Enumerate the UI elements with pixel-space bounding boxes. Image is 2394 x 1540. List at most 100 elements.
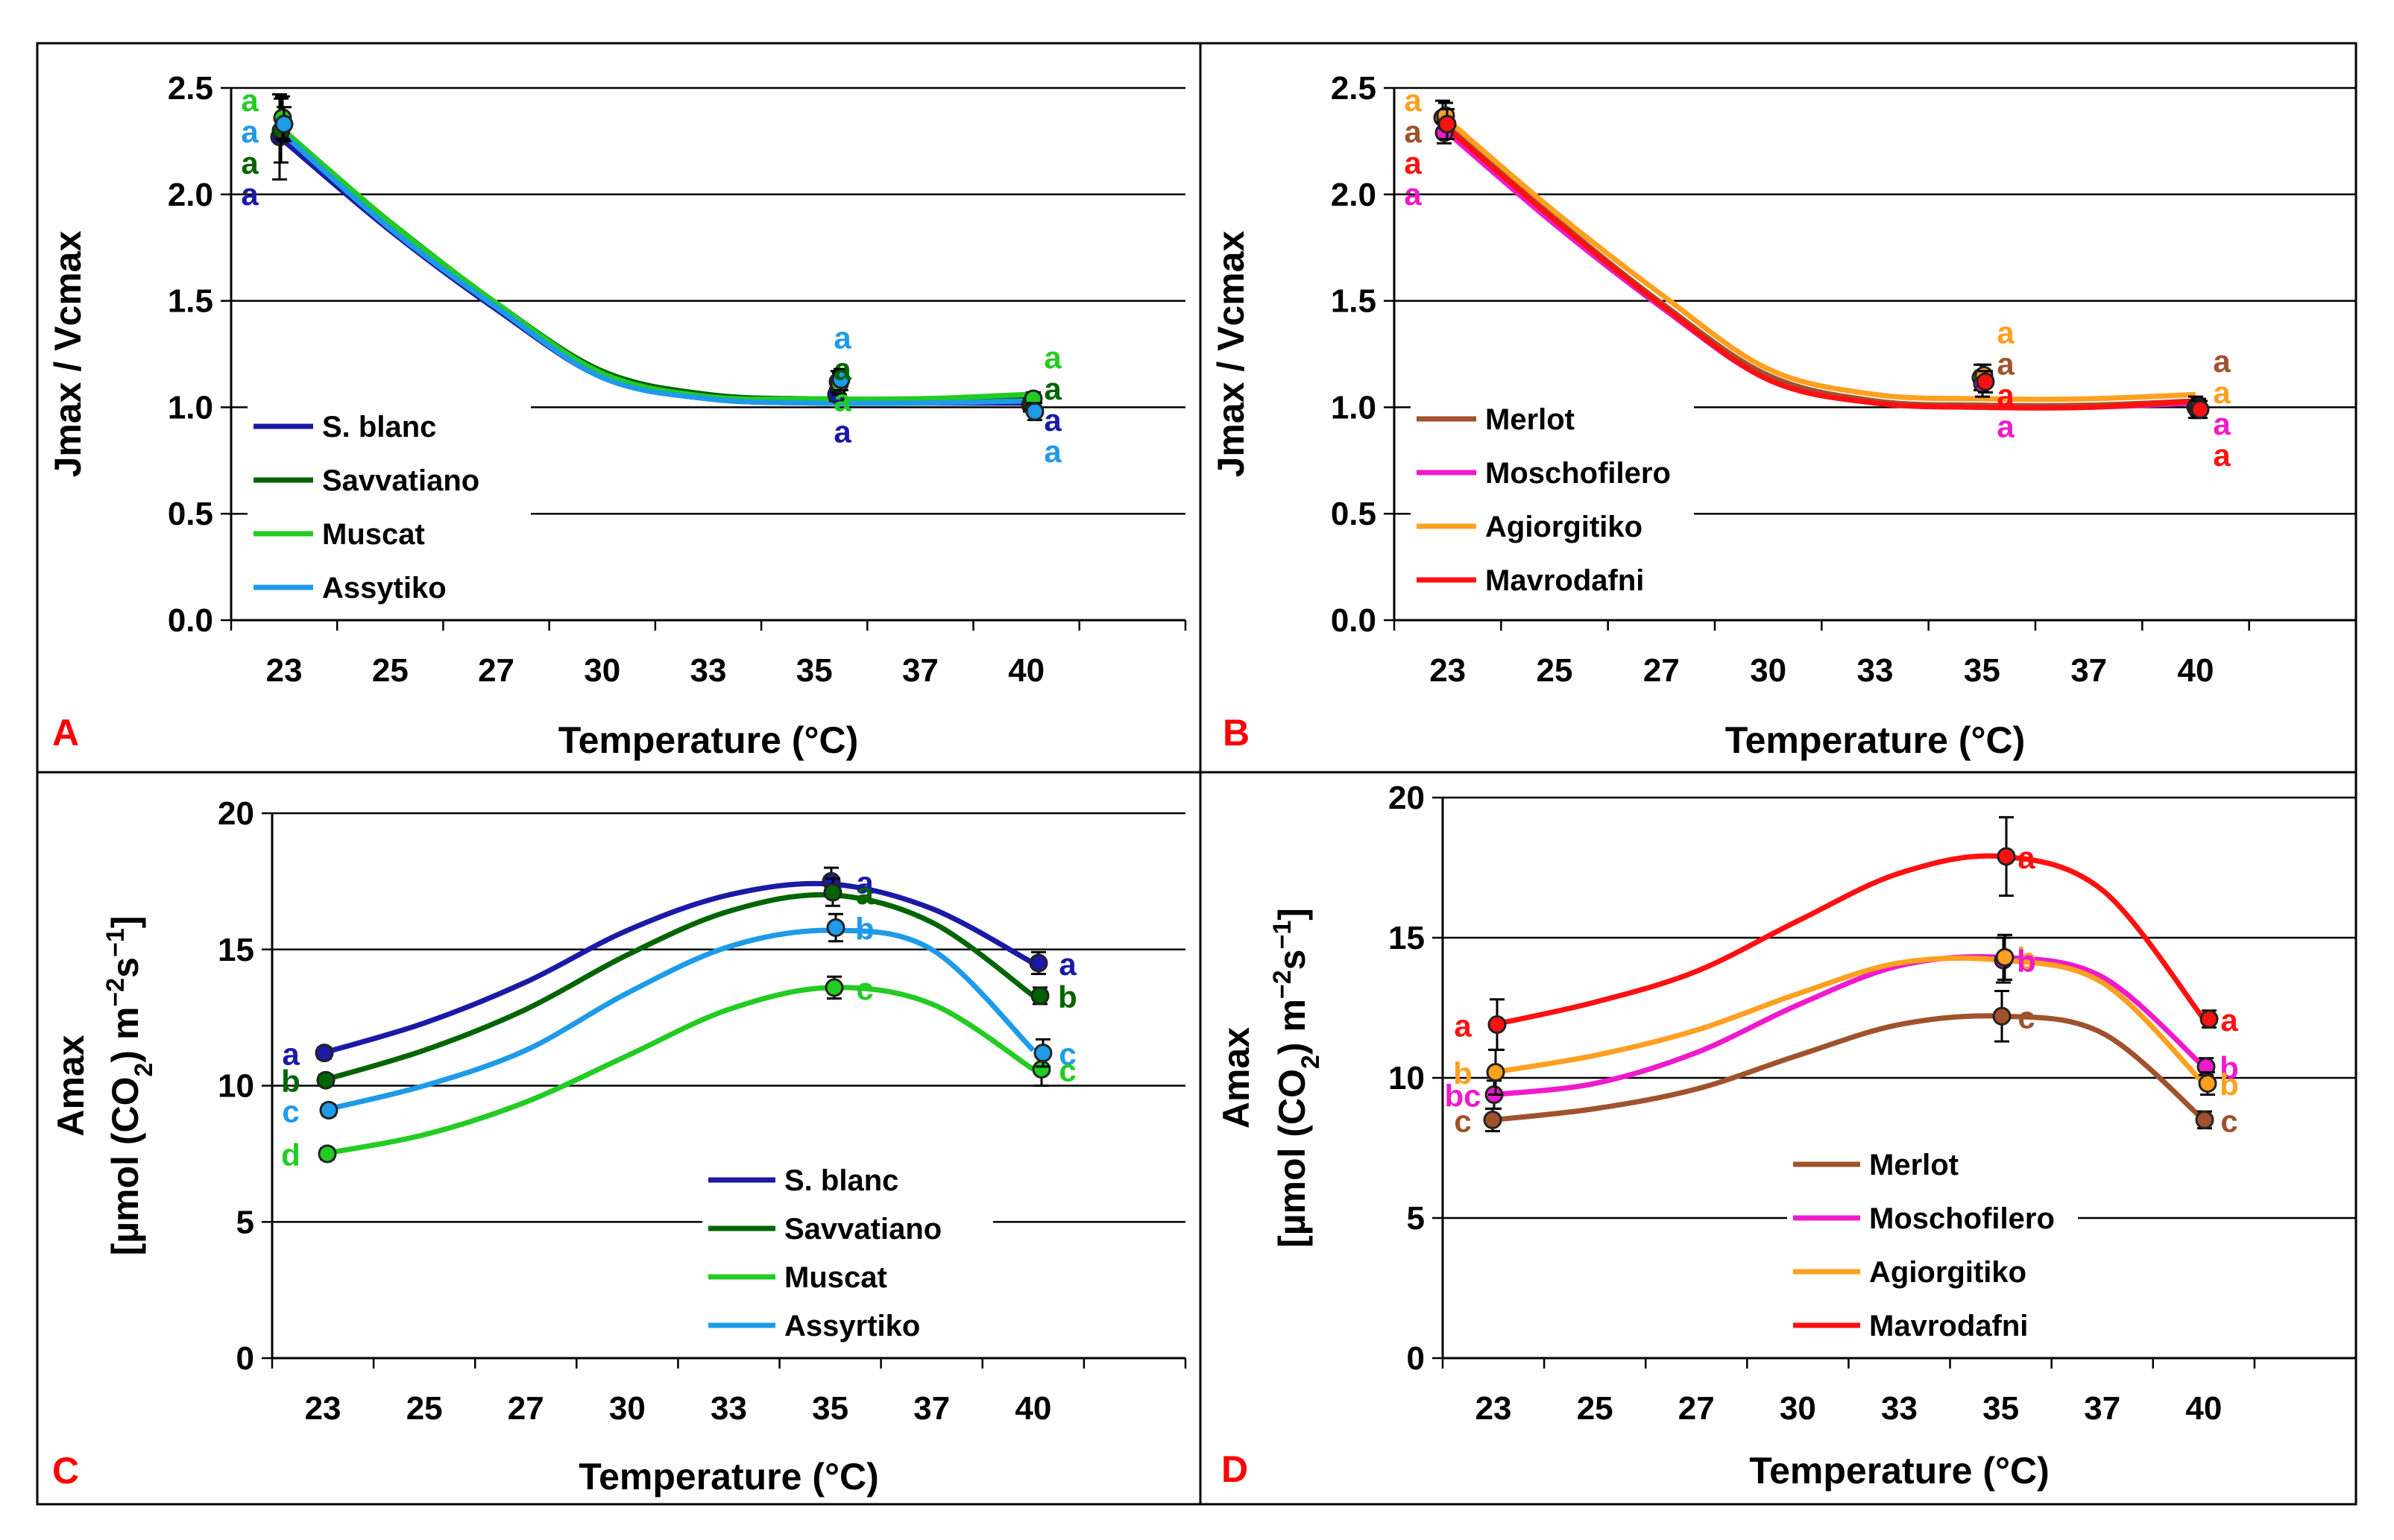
significance-letter: a xyxy=(1454,1009,1472,1044)
x-tick-label: 33 xyxy=(1881,1390,1918,1427)
legend-label: Agiorgitiko xyxy=(1485,511,1642,543)
significance-letter: a xyxy=(1404,145,1422,180)
series-line xyxy=(282,139,1027,406)
series-line xyxy=(322,927,1036,1113)
x-tick-label: 35 xyxy=(796,652,833,689)
y-axis-title: Jmax / Vcmax xyxy=(1210,230,1252,477)
data-point xyxy=(2190,400,2210,419)
legend-label: Moschofilero xyxy=(1485,457,1671,490)
significance-letter: c xyxy=(856,971,873,1006)
y-tick-label: 0.5 xyxy=(1331,496,1376,532)
y-axis-units-part: −2 xyxy=(101,978,130,1007)
significance-letter: b xyxy=(1453,1055,1472,1091)
y-axis-title: Amax xyxy=(1215,1027,1257,1129)
legend-label: Muscat xyxy=(784,1261,887,1294)
y-tick-label: 20 xyxy=(218,795,254,832)
x-tick-label: 33 xyxy=(711,1390,747,1427)
legend: Merlot Moschofilero Agiorgitiko Mavrodafni xyxy=(1787,1142,2078,1346)
data-point xyxy=(1992,1006,2012,1026)
series-line xyxy=(282,128,1027,403)
x-axis-title: Temperature (°C) xyxy=(1725,719,2025,761)
legend-label: S. blanc xyxy=(322,411,436,444)
y-axis-units-part: ) m xyxy=(104,1007,146,1063)
data-point xyxy=(1486,1062,1505,1082)
significance-letter: a xyxy=(856,865,874,900)
y-axis-units-part: 2 xyxy=(1297,1055,1325,1069)
x-tick-label: 23 xyxy=(305,1390,341,1427)
y-tick-label: 1.0 xyxy=(1331,389,1376,426)
y-tick-label: 5 xyxy=(236,1204,254,1240)
significance-letter: c xyxy=(1454,1103,1471,1138)
significance-letter: b xyxy=(281,1064,300,1099)
significance-letter: b xyxy=(2017,944,2036,979)
figure-frame xyxy=(36,42,2357,1506)
significance-letter: b xyxy=(1058,979,1077,1014)
significance-letter: a xyxy=(2213,344,2231,379)
significance-letter: a xyxy=(834,320,851,355)
y-tick-label: 1.5 xyxy=(1331,283,1376,320)
y-axis-units-part: s xyxy=(1271,950,1313,971)
data-point xyxy=(1030,986,1050,1006)
series-line xyxy=(1446,122,2196,408)
series-line xyxy=(1493,853,2206,1027)
x-tick-label: 23 xyxy=(266,652,303,689)
data-point xyxy=(319,1100,338,1120)
data-point xyxy=(2198,1074,2217,1094)
y-tick-label: 10 xyxy=(1388,1060,1425,1096)
legend-label: Mavrodafni xyxy=(1485,564,1644,597)
legend-label: Moschofilero xyxy=(1869,1202,2055,1235)
series-line xyxy=(1493,955,2206,1086)
significance-letter: a xyxy=(282,1037,300,1072)
data-point xyxy=(318,1144,337,1164)
chart-C: 0 5 10 15 20 23 25 27 30 33 35 37 40 Temperature (°C)… xyxy=(50,795,1187,1498)
data-point xyxy=(1032,1060,1051,1079)
significance-letter: a xyxy=(2213,375,2231,410)
significance-letter: a xyxy=(1997,408,2015,444)
x-tick-label: 37 xyxy=(2084,1390,2120,1427)
x-tick-label: 25 xyxy=(406,1390,443,1427)
significance-letter: a xyxy=(834,414,851,449)
legend-label: Mavrodafni xyxy=(1869,1310,2028,1342)
data-point xyxy=(1995,947,2015,967)
significance-letter: a xyxy=(834,351,851,386)
significance-letter: a xyxy=(1997,377,2015,412)
x-tick-label: 40 xyxy=(2185,1390,2222,1427)
y-axis-units-part: ] xyxy=(104,916,146,929)
x-axis-title: Temperature (°C) xyxy=(558,719,858,761)
y-axis-units: [µmol (CO2) m−2s−1] xyxy=(1268,908,1325,1248)
y-axis-units-part: s xyxy=(104,957,146,978)
data-point xyxy=(1487,1015,1507,1035)
legend-label: S. blanc xyxy=(784,1164,898,1197)
legend-label: Assytiko xyxy=(322,572,447,605)
significance-letter: a xyxy=(1404,83,1422,118)
x-tick-label: 30 xyxy=(1750,652,1786,689)
panel-letter: A xyxy=(52,712,79,754)
significance-letter: a xyxy=(1059,947,1077,982)
panel-letter: D xyxy=(1221,1448,1248,1490)
x-tick-label: 30 xyxy=(1780,1390,1816,1427)
panel-letter: B xyxy=(1223,712,1250,754)
panel-letter: C xyxy=(52,1450,79,1492)
significance-letter: c xyxy=(2017,1000,2035,1035)
series-line xyxy=(282,133,1027,403)
significance-letter: b xyxy=(2220,1050,2239,1085)
significance-letter: a xyxy=(1044,403,1062,438)
data-point xyxy=(2199,1009,2219,1029)
significance-letter: a xyxy=(2213,406,2231,441)
series-line xyxy=(322,892,1035,1083)
significance-letter: c xyxy=(2220,1103,2237,1138)
x-tick-label: 35 xyxy=(812,1390,848,1427)
y-axis-units-part: −1 xyxy=(101,928,130,957)
legend-label: Merlot xyxy=(1869,1149,1959,1181)
series-line xyxy=(282,133,1027,406)
x-tick-label: 27 xyxy=(1678,1390,1715,1427)
y-tick-label: 10 xyxy=(218,1068,254,1105)
y-tick-label: 0.0 xyxy=(1331,602,1376,639)
y-tick-label: 5 xyxy=(1407,1200,1425,1237)
legend-label: Muscat xyxy=(322,518,425,551)
x-axis-title: Temperature (°C) xyxy=(579,1456,878,1498)
significance-letter: a xyxy=(1044,340,1062,375)
significance-letter: a xyxy=(241,177,259,212)
y-axis-units-part: −1 xyxy=(1268,921,1297,950)
